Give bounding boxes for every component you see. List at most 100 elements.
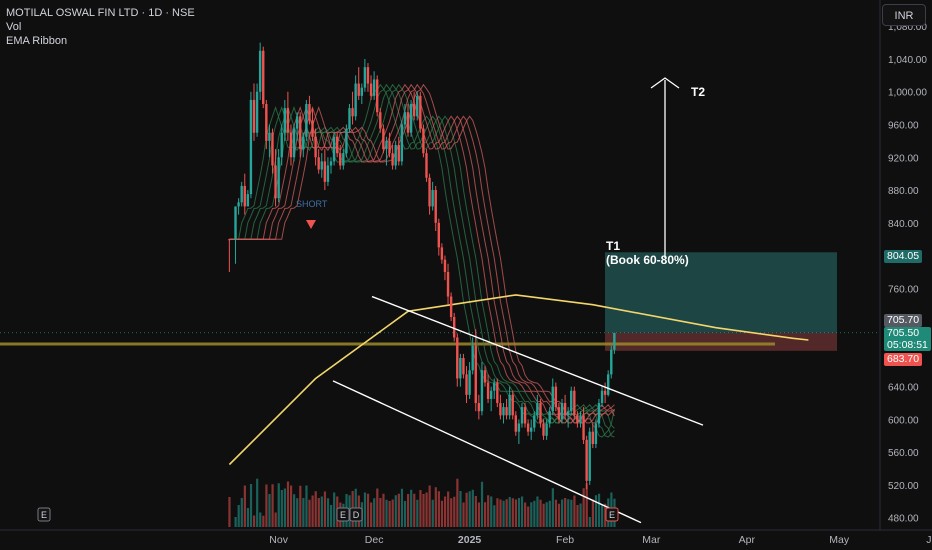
candle-body[interactable] (274, 165, 277, 199)
candle-body[interactable] (440, 247, 444, 260)
candle-body[interactable] (234, 206, 237, 240)
candle-body[interactable] (252, 99, 256, 133)
candle-body[interactable] (262, 50, 265, 105)
candle-body[interactable] (437, 222, 440, 248)
candle-body[interactable] (372, 79, 376, 96)
candle-body[interactable] (477, 403, 481, 412)
candle-body[interactable] (554, 386, 558, 408)
candle-body[interactable] (397, 144, 400, 162)
candle-body[interactable] (600, 390, 604, 404)
channel-upper-line[interactable] (371, 295, 704, 426)
candle-body[interactable] (610, 349, 613, 375)
candle-body[interactable] (354, 83, 357, 117)
candle-body[interactable] (363, 67, 367, 88)
candle-body[interactable] (545, 423, 548, 436)
candle-body[interactable] (314, 136, 317, 158)
candle-body[interactable] (505, 407, 508, 416)
candle-body[interactable] (302, 136, 305, 150)
candle-body[interactable] (265, 104, 268, 141)
candle-body[interactable] (237, 202, 240, 207)
candle-body[interactable] (329, 161, 333, 166)
candle-body[interactable] (240, 185, 243, 203)
candle-body[interactable] (385, 140, 388, 150)
candle-body[interactable] (443, 259, 447, 272)
candle-body[interactable] (536, 403, 539, 416)
candle-body[interactable] (351, 108, 354, 117)
channel-lower-line[interactable] (332, 380, 642, 524)
candle-body[interactable] (486, 382, 490, 399)
candle-body[interactable] (345, 128, 348, 154)
candle-body[interactable] (530, 427, 533, 432)
candle-body[interactable] (533, 415, 536, 428)
candle-body[interactable] (295, 116, 299, 129)
candle-body[interactable] (594, 423, 598, 444)
candle-body[interactable] (499, 403, 502, 416)
candle-body[interactable] (379, 112, 382, 129)
candle-body[interactable] (335, 136, 339, 154)
candle-body[interactable] (446, 271, 450, 297)
candle-body[interactable] (268, 132, 271, 141)
ema-200-line[interactable] (228, 294, 809, 466)
candle-body[interactable] (422, 128, 425, 154)
candle-body[interactable] (474, 345, 477, 404)
candle-body[interactable] (391, 153, 394, 166)
candle-body[interactable] (289, 132, 293, 158)
candle-body[interactable] (514, 415, 517, 432)
candle-body[interactable] (480, 370, 484, 412)
candle-body[interactable] (339, 153, 342, 166)
candle-body[interactable] (406, 112, 410, 133)
candle-body[interactable] (603, 390, 607, 395)
candle-body[interactable] (323, 161, 327, 182)
candle-body[interactable] (308, 104, 311, 121)
candle-body[interactable] (434, 190, 437, 223)
candle-body[interactable] (585, 439, 588, 481)
candle-body[interactable] (526, 423, 530, 432)
candle-body[interactable] (560, 403, 564, 420)
volume-event-marker[interactable] (336, 507, 350, 522)
candle-body[interactable] (465, 374, 468, 395)
candle-body[interactable] (258, 50, 262, 92)
candle-body[interactable] (428, 177, 431, 207)
candle-body[interactable] (520, 407, 524, 424)
volume-event-marker[interactable] (349, 507, 363, 522)
candle-body[interactable] (502, 407, 505, 416)
candle-body[interactable] (462, 357, 465, 375)
candle-body[interactable] (579, 415, 582, 424)
candle-body[interactable] (419, 95, 422, 129)
candle-body[interactable] (271, 132, 274, 166)
candle-body[interactable] (456, 337, 459, 379)
candle-body[interactable] (280, 132, 283, 158)
candle-body[interactable] (548, 411, 551, 424)
candle-body[interactable] (286, 108, 290, 133)
candle-body[interactable] (563, 403, 567, 416)
candle-body[interactable] (449, 296, 453, 318)
candle-body[interactable] (376, 79, 379, 113)
candle-body[interactable] (394, 144, 397, 166)
candle-body[interactable] (542, 423, 545, 436)
candle-body[interactable] (403, 112, 407, 125)
candle-body[interactable] (517, 423, 521, 432)
candle-body[interactable] (496, 382, 499, 404)
candle-body[interactable] (299, 116, 302, 150)
candle-body[interactable] (283, 108, 286, 133)
candle-body[interactable] (570, 390, 573, 412)
symbol-title[interactable]: MOTILAL OSWAL FIN LTD · 1D · NSE (6, 7, 195, 19)
candle-body[interactable] (489, 390, 493, 399)
candle-body[interactable] (369, 83, 373, 96)
candle-body[interactable] (332, 136, 336, 162)
candle-body[interactable] (566, 411, 570, 416)
candle-body[interactable] (468, 370, 471, 395)
candle-body[interactable] (551, 386, 554, 412)
candle-body[interactable] (243, 185, 246, 207)
candle-body[interactable] (431, 190, 434, 207)
candle-body[interactable] (557, 407, 561, 420)
candle-body[interactable] (483, 370, 487, 383)
candle-body[interactable] (471, 345, 474, 371)
candle-body[interactable] (277, 157, 280, 199)
candle-body[interactable] (453, 317, 456, 338)
ema-ribbon-indicator-label[interactable]: EMA Ribbon (6, 35, 68, 47)
candle-body[interactable] (582, 415, 585, 440)
target-zone[interactable] (605, 252, 837, 333)
candle-body[interactable] (459, 357, 462, 379)
